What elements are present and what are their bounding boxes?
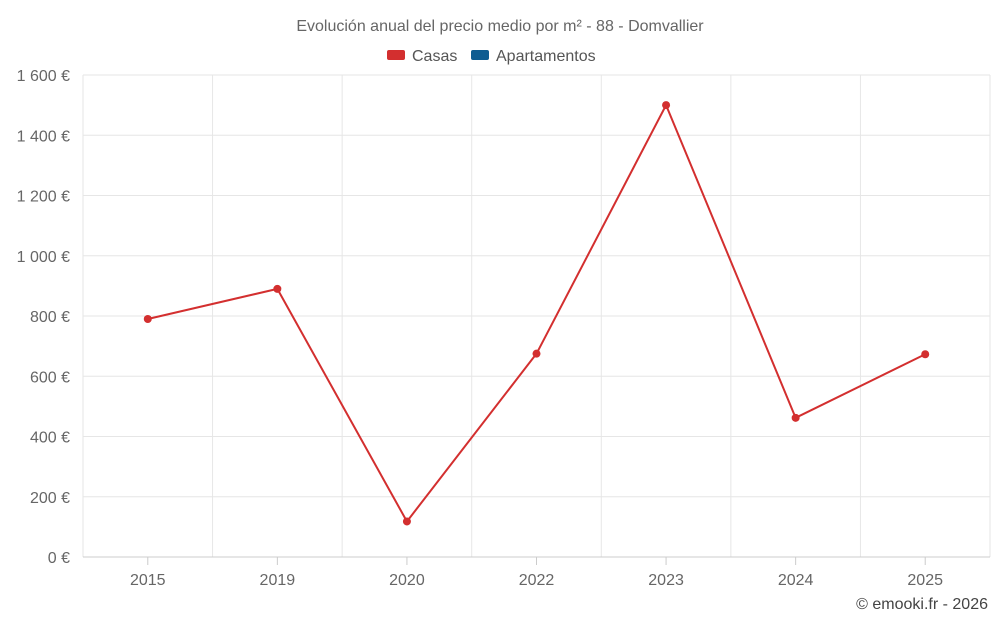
data-point-casas[interactable] xyxy=(402,517,411,526)
x-axis: 2015 2019 2020 2022 2023 2024 2025 xyxy=(83,556,990,589)
y-tick-label: 800 € xyxy=(30,309,70,326)
chart-title: Evolución anual del precio medio por m² … xyxy=(296,18,704,35)
x-tick-label: 2020 xyxy=(389,572,425,589)
credit: © emooki.fr - 2026 xyxy=(856,596,988,613)
y-tick-label: 1 600 € xyxy=(17,68,70,85)
horizontal-gridlines xyxy=(83,74,990,498)
data-point-casas[interactable] xyxy=(662,101,671,110)
data-point-casas[interactable] xyxy=(532,349,541,358)
legend-label-casas: Casas xyxy=(412,48,457,65)
x-tick-label: 2022 xyxy=(519,572,555,589)
x-tick-label: 2023 xyxy=(648,572,684,589)
y-tick-label: 1 000 € xyxy=(17,249,70,266)
y-tick-label: 400 € xyxy=(30,430,70,447)
legend: Casas Apartamentos xyxy=(387,48,596,65)
data-point-casas[interactable] xyxy=(273,284,282,293)
x-tick-label: 2025 xyxy=(907,572,943,589)
x-tick-label: 2015 xyxy=(130,572,166,589)
plot-area xyxy=(143,101,930,526)
y-tick-label: 1 400 € xyxy=(17,128,70,145)
legend-label-apartamentos: Apartamentos xyxy=(496,48,596,65)
data-point-casas[interactable] xyxy=(143,315,152,324)
data-point-casas[interactable] xyxy=(921,350,930,359)
y-tick-label: 1 200 € xyxy=(17,189,70,206)
legend-swatch-casas xyxy=(387,50,405,60)
x-tick-label: 2024 xyxy=(778,572,814,589)
legend-item-casas[interactable]: Casas xyxy=(387,48,457,65)
y-axis: 0 € 200 € 400 € 600 € 800 € 1 000 € 1 200 € 1 4… xyxy=(17,68,70,567)
series-line-casas xyxy=(147,104,926,523)
y-tick-label: 600 € xyxy=(30,369,70,386)
y-tick-label: 200 € xyxy=(30,490,70,507)
x-tick-label: 2019 xyxy=(260,572,296,589)
y-tick-label: 0 € xyxy=(48,550,70,567)
legend-item-apartamentos[interactable]: Apartamentos xyxy=(471,48,596,65)
legend-swatch-apartamentos xyxy=(471,50,489,60)
data-point-casas[interactable] xyxy=(791,413,800,422)
